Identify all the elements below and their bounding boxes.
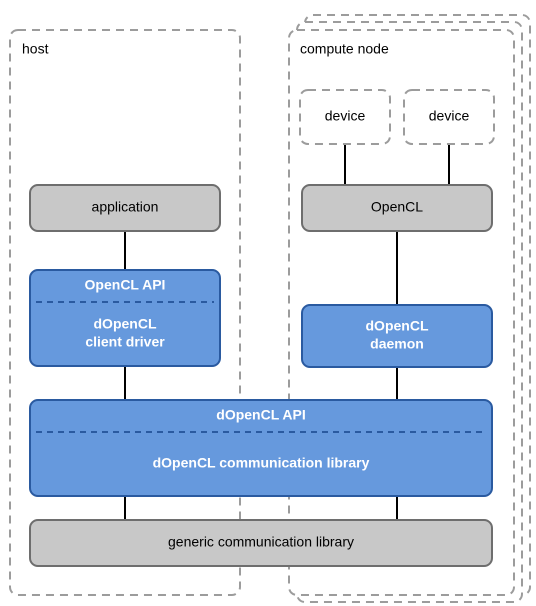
host-label: host — [22, 41, 49, 57]
daemon-label-2: daemon — [370, 336, 424, 352]
opencl-box-label: OpenCL — [371, 199, 423, 215]
client-driver-label-2: client driver — [85, 334, 165, 350]
comm-lib-label: dOpenCL communication library — [153, 455, 370, 471]
device-label-0: device — [325, 108, 366, 124]
dopencl-api-label: dOpenCL API — [216, 407, 305, 423]
opencl-api-label: OpenCL API — [85, 277, 166, 293]
client-driver-label-1: dOpenCL — [94, 316, 157, 332]
application-box-label: application — [92, 199, 159, 215]
device-label-1: device — [429, 108, 470, 124]
compute-node-label: compute node — [300, 41, 389, 57]
daemon-label-1: dOpenCL — [366, 318, 429, 334]
generic-comm-box-label: generic communication library — [168, 534, 354, 550]
